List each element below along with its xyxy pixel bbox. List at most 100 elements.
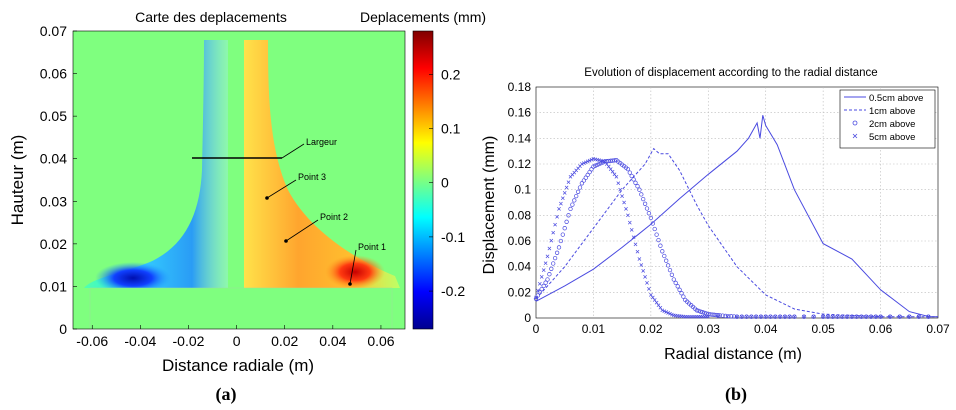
data-point (568, 206, 573, 212)
x-tick-label: -0.06 (76, 333, 108, 349)
line-chart-y-axis-label: Displacement (mm) (481, 136, 498, 275)
data-point (642, 201, 648, 206)
legend-item: 1cm above (844, 106, 915, 117)
data-point (539, 275, 544, 279)
data-point (626, 213, 630, 218)
data-point (539, 286, 544, 292)
data-point (787, 314, 792, 319)
heatmap-title: Carte des deplacements (135, 9, 287, 25)
negative-peak-zone (95, 262, 171, 294)
data-point (614, 174, 619, 179)
data-point (887, 314, 893, 319)
heatmap-axes: -0.06 -0.04 -0.02 0 0.02 0.04 0.06 0 0.01 0.02 0.0… (40, 23, 395, 349)
foundation-block (89, 287, 393, 329)
data-point (864, 314, 869, 319)
data-point (641, 196, 646, 202)
legend-label: 5cm above (869, 132, 915, 143)
colorbar-label: Deplacements (mm) (360, 9, 486, 25)
line-chart-series (533, 115, 938, 319)
data-point (835, 314, 840, 319)
data-point (873, 314, 878, 319)
data-point (554, 250, 560, 255)
data-point (720, 313, 725, 318)
y-tick-label: 0.04 (508, 260, 532, 274)
data-point (648, 215, 654, 221)
y-tick-label: 0.04 (40, 151, 67, 167)
data-point (627, 170, 632, 175)
line-chart-grid (536, 87, 938, 318)
data-point (835, 314, 840, 319)
data-point (549, 238, 554, 243)
point3-leader (266, 179, 297, 199)
data-point (536, 288, 540, 293)
data-point (792, 314, 797, 319)
data-point (702, 310, 707, 316)
y-tick-label: 0.02 (508, 285, 532, 299)
data-point (792, 314, 797, 319)
data-point (662, 309, 667, 314)
colorbar-ticks: 0.2 0.1 0 -0.1 -0.2 (429, 66, 465, 299)
data-point (541, 283, 546, 289)
data-point (658, 305, 663, 310)
data-point (603, 159, 607, 164)
data-point (620, 194, 624, 198)
data-point (647, 287, 651, 291)
data-point (706, 314, 711, 319)
data-point (585, 159, 590, 164)
data-point (575, 189, 581, 194)
data-point (753, 314, 759, 319)
legend-swatch (852, 120, 858, 126)
data-point (631, 235, 636, 240)
data-point (844, 314, 850, 319)
series-4 (534, 157, 931, 319)
data-point (731, 314, 737, 319)
data-point (783, 314, 787, 319)
data-point (570, 202, 575, 207)
x-tick-label: 0 (533, 322, 540, 336)
data-point (654, 300, 659, 305)
data-point (633, 180, 638, 185)
data-point (608, 167, 613, 171)
positive-peak-zone (325, 255, 385, 289)
data-point (558, 238, 564, 244)
colorbar-tick-label: -0.1 (441, 229, 465, 245)
data-point (534, 295, 538, 300)
line-chart-title: Evolution of displacement according to t… (584, 67, 877, 79)
y-tick-label: 0.12 (508, 157, 532, 171)
data-point (533, 296, 539, 301)
data-point (577, 185, 583, 190)
data-point (820, 314, 826, 319)
series-2 (535, 147, 938, 318)
data-point (677, 287, 682, 292)
data-point (583, 160, 588, 165)
width-leader-line (281, 143, 305, 159)
data-point (665, 263, 671, 268)
data-point (681, 294, 686, 299)
data-point (543, 261, 548, 266)
data-point (802, 314, 806, 319)
series-3 (533, 158, 931, 319)
data-point (643, 275, 647, 279)
data-point (650, 295, 655, 300)
legend-label: 2cm above (869, 119, 915, 130)
colorbar-tick-label: 0.2 (441, 66, 461, 82)
data-point (854, 314, 859, 319)
data-point (777, 314, 783, 319)
data-point (888, 314, 892, 319)
x-tick-label: 0.04 (319, 333, 346, 349)
point2-leader (285, 219, 319, 242)
x-tick-label: 0.06 (869, 322, 893, 336)
y-tick-label: 0.08 (508, 208, 532, 222)
legend-item: 2cm above (852, 119, 915, 130)
data-point (627, 220, 632, 225)
point1-leader (349, 249, 357, 285)
line-chart-panel: Evolution of displacement according to t… (481, 67, 950, 405)
data-point (637, 187, 642, 192)
data-point (564, 185, 569, 190)
data-point (662, 253, 667, 259)
data-point (606, 164, 611, 169)
x-tick-label: -0.04 (124, 333, 156, 349)
data-point (656, 237, 661, 243)
data-point (537, 281, 542, 286)
